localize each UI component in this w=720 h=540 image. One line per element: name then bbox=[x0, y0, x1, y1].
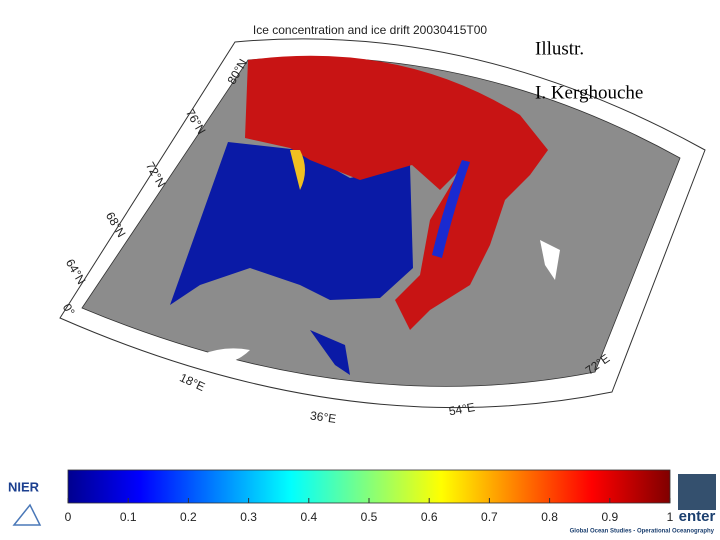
colorbar-tick-label: 0.4 bbox=[300, 510, 317, 524]
logo-text: NIER bbox=[8, 479, 40, 494]
right-logo: enter Global Ocean Studies - Operational… bbox=[570, 474, 716, 535]
lon-label: 36°E bbox=[309, 408, 337, 426]
colorbar-tick-label: 0.6 bbox=[421, 510, 438, 524]
map-title: Ice concentration and ice drift 20030415… bbox=[253, 23, 487, 37]
lake bbox=[200, 348, 250, 368]
credit: I. Kerghouche bbox=[535, 82, 643, 103]
logo-icon bbox=[678, 474, 716, 510]
colorbar-tick-label: 0.7 bbox=[481, 510, 498, 524]
ice-edge bbox=[432, 160, 470, 258]
ice-edge bbox=[290, 150, 305, 190]
sea-ice bbox=[245, 55, 548, 330]
logo-text: enter bbox=[679, 508, 716, 525]
colorbar-ticks: 0 0.1 0.2 0.3 0.4 0.5 0.6 0.7 0.8 0.9 1 bbox=[65, 498, 674, 524]
lon-label: 54°E bbox=[448, 400, 476, 418]
colorbar-tick-label: 0.9 bbox=[601, 510, 618, 524]
lon-label: 18°E bbox=[178, 370, 208, 394]
white-sea bbox=[310, 330, 350, 375]
lake bbox=[540, 240, 560, 280]
logo-icon bbox=[12, 503, 42, 526]
colorbar-tick-label: 0.2 bbox=[180, 510, 197, 524]
left-logo: NIER bbox=[8, 479, 42, 526]
colorbar-tick-label: 0 bbox=[65, 510, 72, 524]
colorbar-tick-label: 0.3 bbox=[240, 510, 257, 524]
colorbar-tick-label: 1 bbox=[667, 510, 674, 524]
logo-subtitle: Global Ocean Studies - Operational Ocean… bbox=[570, 529, 715, 535]
map bbox=[59, 38, 706, 409]
colorbar-tick-label: 0.5 bbox=[361, 510, 378, 524]
open-water bbox=[170, 142, 413, 305]
colorbar-tick-label: 0.8 bbox=[541, 510, 558, 524]
colorbar bbox=[67, 469, 671, 504]
colorbar-tick-label: 0.1 bbox=[120, 510, 137, 524]
credit: Illustr. bbox=[535, 38, 584, 59]
